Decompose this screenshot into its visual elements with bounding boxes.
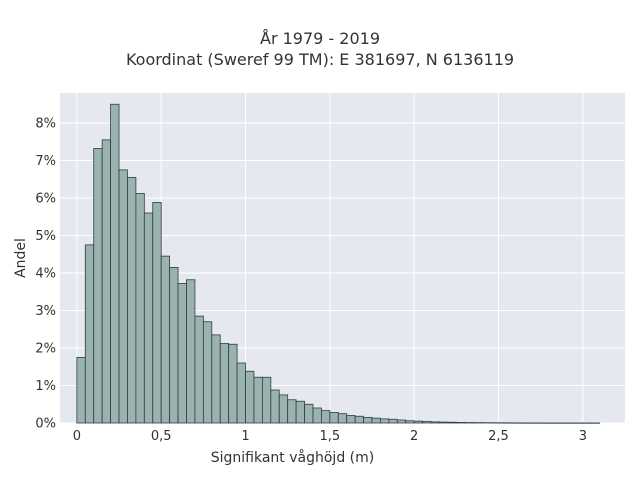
- x-axis-title: Signifikant våghöjd (m): [211, 449, 374, 466]
- y-tick-label: 5%: [35, 229, 56, 244]
- histogram-bar: [186, 279, 196, 424]
- histogram-bar: [110, 103, 120, 424]
- histogram-bar: [329, 412, 339, 424]
- y-tick-label: 8%: [35, 117, 56, 132]
- chart-title-line-2: Koordinat (Sweref 99 TM): E 381697, N 61…: [125, 50, 515, 69]
- y-tick-label: 1%: [35, 379, 56, 394]
- histogram-bar: [413, 420, 424, 424]
- y-axis-ticks: 0% 1% 2% 3% 4% 5% 6% 7% 8%: [35, 117, 56, 432]
- histogram-bar: [380, 418, 390, 424]
- histogram-bar: [295, 400, 305, 424]
- histogram-bar: [346, 415, 356, 424]
- y-tick-label: 2%: [35, 342, 56, 357]
- histogram-bar: [219, 343, 230, 424]
- histogram-bar: [177, 283, 187, 424]
- histogram-bar: [245, 370, 255, 424]
- histogram-bar: [118, 169, 128, 424]
- histogram-bar: [76, 356, 86, 424]
- chart-title: År 1979 - 2019 Koordinat (Sweref 99 TM):…: [0, 28, 640, 70]
- histogram-bar: [160, 255, 171, 424]
- histogram-bar: [194, 315, 204, 424]
- histogram-bar: [93, 148, 103, 424]
- x-axis-ticks: 0 0,5 1 1,5 2 2,5 3: [73, 429, 587, 444]
- histogram-bar: [143, 212, 154, 424]
- x-tick-label: 3: [579, 429, 587, 444]
- histogram-bar: [396, 419, 407, 424]
- histogram-bar: [261, 376, 272, 424]
- histogram-bar: [388, 418, 398, 424]
- histogram-bar: [152, 202, 162, 424]
- histogram-bar: [236, 362, 246, 424]
- x-tick-label: 0,5: [151, 429, 172, 444]
- histogram-bar: [278, 394, 289, 424]
- histogram-bar: [127, 176, 137, 424]
- histogram-bar: [287, 399, 297, 424]
- histogram-bar: [101, 139, 111, 424]
- histogram-bar: [321, 410, 331, 424]
- histogram-bar: [202, 321, 213, 424]
- histogram-bar: [253, 376, 263, 424]
- histogram-bar: [405, 420, 415, 424]
- histogram-bar: [270, 389, 280, 424]
- histogram-bar: [337, 413, 348, 424]
- x-tick-label: 2: [410, 429, 418, 444]
- histogram-bar: [430, 421, 440, 424]
- y-tick-label: 6%: [35, 192, 56, 207]
- histogram-bar: [304, 403, 314, 424]
- histogram-bar: [354, 415, 364, 424]
- y-tick-label: 7%: [35, 154, 56, 169]
- chart-title-line-1: År 1979 - 2019: [260, 29, 380, 48]
- histogram-bar: [84, 244, 95, 424]
- histogram-bar: [422, 421, 432, 424]
- histogram-bar: [439, 421, 449, 424]
- histogram-bar: [228, 343, 238, 424]
- x-tick-label: 0: [73, 429, 81, 444]
- x-tick-label: 1: [241, 429, 249, 444]
- bars: [76, 103, 601, 424]
- y-tick-label: 0%: [35, 417, 56, 432]
- x-tick-label: 1,5: [320, 429, 341, 444]
- x-tick-label: 2,5: [488, 429, 509, 444]
- histogram-bar: [363, 416, 373, 424]
- histogram-bar: [169, 266, 179, 424]
- y-axis-title: Andel: [13, 238, 29, 278]
- histogram-bar: [447, 421, 457, 424]
- histogram-bar: [371, 417, 381, 424]
- y-tick-label: 4%: [35, 267, 56, 282]
- histogram-bar: [135, 193, 145, 424]
- histogram-bar: [211, 334, 221, 424]
- histogram-bar: [455, 422, 466, 424]
- y-tick-label: 3%: [35, 304, 56, 319]
- histogram-bar: [312, 407, 322, 424]
